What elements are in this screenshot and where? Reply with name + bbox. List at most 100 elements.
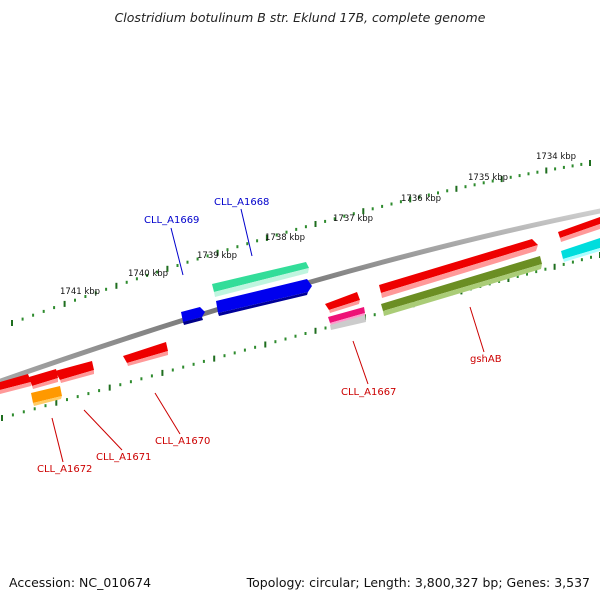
scale-tick: [87, 392, 90, 396]
scale-tick: [554, 167, 557, 171]
scale-tick: [186, 260, 189, 264]
gene-label-cll-a1670[interactable]: CLL_A1670: [155, 436, 210, 447]
scale-tick: [171, 368, 174, 372]
gene-red-reverse-1[interactable]: [29, 369, 58, 389]
scale-tick: [135, 277, 138, 281]
scale-tick: [304, 225, 307, 229]
scale-label: 1738 kbp: [265, 233, 305, 243]
scale-tick: [343, 214, 346, 218]
gene-label-cll-a1668[interactable]: CLL_A1668: [214, 197, 269, 208]
scale-tick: [324, 326, 327, 330]
scale-tick: [284, 337, 287, 341]
scale-tick: [196, 257, 199, 261]
genome-backbone: [0, 208, 600, 384]
scale-tick: [418, 195, 421, 199]
scale-tick: [243, 348, 246, 352]
scale-tick-major: [63, 300, 66, 307]
scale-tick: [94, 291, 97, 295]
scale-tick-major: [55, 399, 58, 406]
scale-tick: [129, 380, 132, 384]
scale-label: 1735 kbp: [468, 173, 508, 183]
scale-tick: [352, 212, 355, 216]
gene-grey[interactable]: [330, 315, 366, 330]
scale-tick: [192, 362, 195, 366]
scale-tick: [233, 351, 236, 355]
scale-label: 1741 kbp: [60, 287, 100, 297]
gene-cll-a1667[interactable]: [325, 292, 360, 313]
scale-tick-major: [409, 196, 412, 203]
scale-tick: [518, 174, 521, 178]
gene-cll-a1672[interactable]: [0, 374, 31, 394]
scale-tick: [21, 317, 24, 321]
gene-label-gshab[interactable]: gshAB: [470, 354, 502, 365]
scale-tick: [482, 181, 485, 185]
scale-tick: [226, 248, 229, 252]
scale-tick: [536, 170, 539, 174]
scale-label: 1734 kbp: [536, 152, 576, 162]
scale-tick: [66, 398, 68, 402]
scale-tick: [76, 395, 79, 399]
scale-tick: [590, 255, 592, 259]
gene-cyan[interactable]: [561, 238, 600, 262]
gene-cll-a1670[interactable]: [123, 342, 168, 366]
scale-tick: [223, 354, 226, 358]
scale-tick-major: [589, 160, 591, 166]
gene-red-reverse-2[interactable]: [55, 361, 94, 383]
scale-tick: [44, 404, 47, 408]
gene-red-forward-2[interactable]: [558, 217, 600, 242]
scale-tick-major: [507, 276, 510, 282]
scale-tick: [437, 191, 439, 195]
scale-tick: [491, 179, 494, 183]
scale-tick: [373, 313, 376, 317]
scale-track-upper: [11, 160, 591, 326]
scale-tick: [464, 185, 467, 189]
scale-tick: [42, 309, 45, 313]
gene-label-cll-a1667[interactable]: CLL_A1667: [341, 387, 396, 398]
scale-tick: [516, 275, 519, 278]
scale-tick: [571, 164, 574, 168]
scale-tick: [176, 264, 179, 267]
scale-tick: [371, 207, 374, 211]
scale-tick: [446, 189, 449, 193]
scale-tick: [105, 287, 108, 291]
gene-label-cll-a1672[interactable]: CLL_A1672: [37, 464, 92, 475]
scale-tick: [22, 410, 25, 414]
scale-tick: [580, 258, 583, 262]
gene-label-cll-a1669[interactable]: CLL_A1669: [144, 215, 199, 226]
scale-tick: [156, 270, 159, 274]
scale-tick-major: [264, 341, 267, 348]
scale-tick-major: [161, 369, 164, 376]
scale-tick: [236, 245, 239, 249]
gene-cll-a1669[interactable]: [181, 307, 205, 325]
scale-tick-major: [11, 320, 13, 326]
scale-tick: [527, 172, 530, 176]
scale-tick: [571, 260, 574, 264]
scale-tick: [427, 193, 430, 197]
gene-red-forward-1[interactable]: [379, 239, 538, 298]
footer-stats: Topology: circular; Length: 3,800,327 bp…: [246, 575, 590, 590]
footer-accession: Accession: NC_010674: [9, 575, 152, 590]
scale-tick: [381, 204, 384, 208]
map-title: Clostridium botulinum B str. Eklund 17B,…: [114, 10, 486, 25]
scale-tick: [562, 165, 565, 169]
gene-label-cll-a1671[interactable]: CLL_A1671: [96, 452, 151, 463]
scale-tick: [324, 219, 327, 223]
scale-tick: [580, 162, 583, 166]
scale-label: 1737 kbp: [333, 214, 373, 224]
scale-tick-major: [545, 167, 548, 174]
scale-tick: [98, 389, 101, 393]
gene-blue-large[interactable]: [216, 279, 312, 316]
scale-tick: [473, 183, 476, 187]
scale-tick: [74, 298, 76, 302]
scale-tick: [32, 313, 35, 317]
gene-gshab[interactable]: [381, 256, 542, 316]
leader-line: [83, 409, 123, 451]
scale-tick: [562, 262, 565, 266]
scale-tick: [535, 270, 538, 274]
gene-orange[interactable]: [31, 386, 62, 406]
scale-tick: [544, 267, 547, 271]
scale-tick: [33, 407, 36, 411]
scale-tick: [295, 227, 298, 231]
gene-cll-a1668[interactable]: [212, 262, 309, 297]
